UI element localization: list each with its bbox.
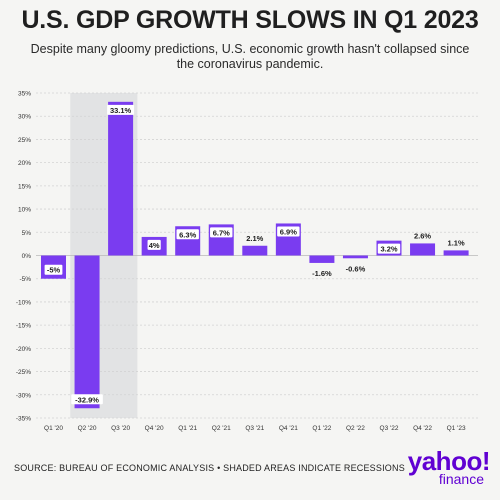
x-tick-label: Q3 '20 — [111, 425, 130, 432]
bar — [342, 255, 368, 259]
y-tick-label: 15% — [18, 183, 31, 190]
data-label-box — [210, 227, 233, 238]
data-label: 2.6% — [414, 231, 431, 240]
y-tick-label: 10% — [18, 207, 31, 214]
bar — [443, 250, 469, 256]
data-label: -0.6% — [346, 264, 366, 273]
data-label: 2.1% — [246, 234, 263, 243]
data-label: 1.1% — [448, 238, 465, 247]
x-tick-label: Q4 '22 — [413, 425, 432, 432]
y-tick-label: -5% — [19, 276, 31, 283]
data-label: -5% — [47, 266, 61, 275]
x-tick-label: Q1 '23 — [447, 425, 466, 432]
data-label-box — [71, 394, 103, 405]
y-tick-label: 30% — [18, 114, 31, 121]
y-tick-label: -35% — [16, 416, 31, 423]
data-label-box — [277, 226, 300, 237]
data-label: 4% — [149, 241, 160, 250]
bar — [410, 243, 436, 256]
data-label: 3.2% — [380, 245, 397, 254]
x-tick-label: Q1 '21 — [178, 425, 197, 432]
yahoo-finance-logo: yahoo! finance — [398, 446, 491, 490]
y-tick-label: -25% — [16, 369, 31, 376]
x-tick-label: Q2 '20 — [78, 425, 97, 432]
chart-subtitle: Despite many gloomy predictions, U.S. ec… — [30, 42, 470, 71]
x-tick-label: Q1 '20 — [44, 425, 63, 432]
y-tick-label: -15% — [16, 323, 31, 330]
bar — [74, 255, 100, 409]
data-label: 6.3% — [179, 230, 196, 239]
x-tick-label: Q3 '22 — [380, 425, 399, 432]
y-tick-label: -10% — [16, 299, 31, 306]
source-note: SOURCE: BUREAU OF ECONOMIC ANALYSIS • SH… — [14, 463, 405, 473]
y-tick-label: 25% — [18, 137, 31, 144]
y-tick-label: 5% — [22, 230, 32, 237]
data-label: 6.9% — [280, 227, 297, 236]
data-label: -32.9% — [75, 395, 99, 404]
data-label-box — [107, 104, 135, 115]
y-tick-label: 20% — [18, 160, 31, 167]
chart-title: U.S. GDP GROWTH SLOWS IN Q1 2023 — [21, 6, 479, 34]
data-label-box — [176, 229, 199, 240]
y-tick-label: -20% — [16, 346, 31, 353]
data-label: -1.6% — [312, 269, 332, 278]
data-label: 33.1% — [110, 106, 132, 115]
bar — [309, 255, 335, 263]
y-tick-label: 35% — [18, 91, 31, 98]
y-tick-label: -30% — [16, 392, 31, 399]
x-tick-label: Q4 '21 — [279, 425, 298, 432]
y-tick-label: 0% — [22, 253, 32, 260]
x-tick-label: Q3 '21 — [245, 425, 264, 432]
data-label: 6.7% — [213, 228, 230, 237]
bar — [108, 101, 134, 256]
bar — [242, 245, 268, 256]
x-tick-label: Q2 '22 — [346, 425, 365, 432]
x-tick-label: Q1 '22 — [312, 425, 331, 432]
data-label-box — [44, 264, 63, 275]
x-tick-label: Q4 '20 — [145, 425, 164, 432]
logo-subtitle: finance — [438, 471, 484, 487]
logo-wordmark: yahoo! — [407, 446, 491, 476]
x-tick-label: Q2 '21 — [212, 425, 231, 432]
data-label-box — [377, 243, 401, 254]
data-label-box — [147, 239, 161, 250]
